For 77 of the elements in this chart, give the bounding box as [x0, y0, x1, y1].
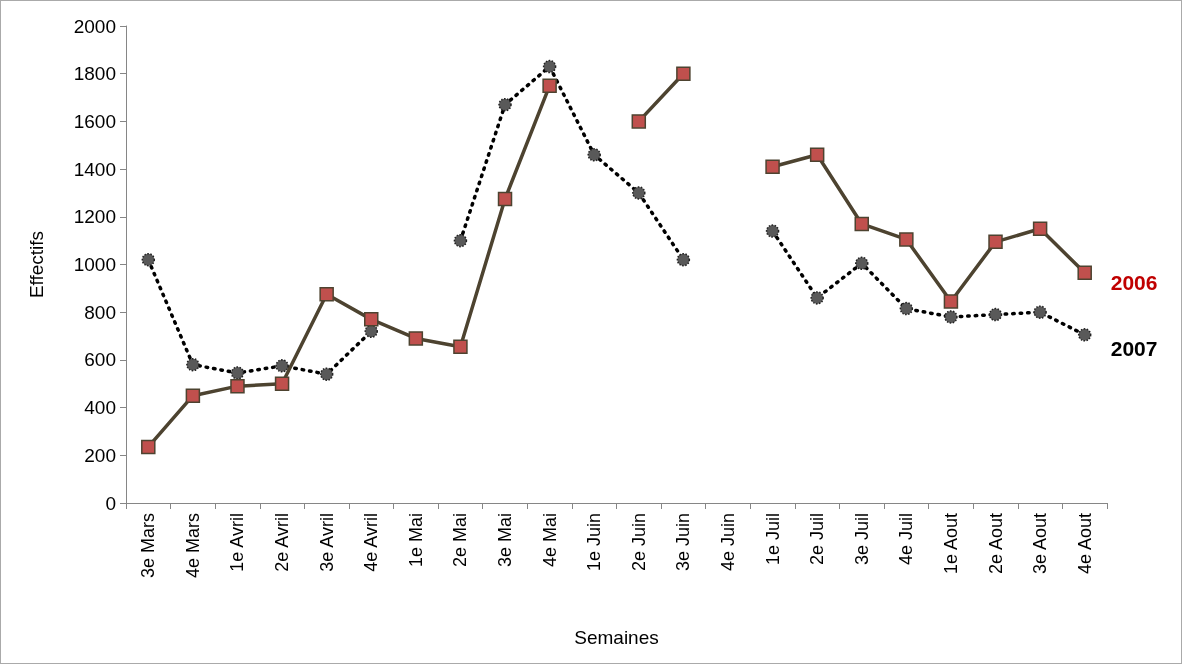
point	[1077, 328, 1092, 342]
y-tick-label: 1200	[73, 206, 116, 228]
point	[631, 114, 647, 129]
y-axis-title: Effectifs	[26, 230, 47, 299]
point	[274, 376, 290, 391]
y-tick-label: 1000	[73, 254, 116, 275]
x-tick-label: 2e Mai	[450, 513, 471, 568]
point	[899, 301, 914, 316]
y-tick-label: 1800	[73, 63, 116, 85]
point	[943, 294, 959, 309]
point	[542, 59, 557, 74]
point	[275, 359, 289, 373]
point	[453, 339, 468, 355]
point	[230, 366, 245, 380]
point	[765, 224, 780, 238]
point	[587, 148, 601, 162]
point	[185, 388, 201, 403]
x-tick-label: 4e Aout	[1074, 513, 1095, 575]
point	[676, 66, 691, 81]
y-tick-label: 800	[84, 301, 116, 323]
y-tick-label: 2000	[73, 15, 116, 37]
x-axis-title: Semaines	[574, 627, 659, 648]
x-tick-label: 2e Avril	[272, 513, 293, 572]
point	[319, 367, 334, 381]
x-tick-label: 3e Mai	[495, 513, 516, 568]
x-tick-label: 3e Juil	[851, 513, 872, 566]
y-tick-label: 1400	[73, 158, 116, 180]
x-tick-label: 1e Aout	[940, 513, 961, 575]
point	[944, 310, 958, 324]
point	[497, 191, 513, 207]
series-label: 2007	[1110, 337, 1158, 361]
x-tick-label: 1e Avril	[227, 513, 248, 572]
x-tick-label: 3e Avril	[316, 513, 337, 572]
x-tick-label: 2e Aout	[985, 513, 1006, 575]
point	[810, 291, 824, 305]
x-tick-label: 2e Juil	[807, 513, 828, 566]
point	[319, 287, 334, 302]
point	[676, 252, 691, 267]
point	[230, 378, 245, 394]
point	[809, 147, 825, 163]
x-tick-label: 4e Juil	[896, 513, 917, 566]
y-tick-label: 0	[105, 492, 116, 514]
point	[1032, 221, 1048, 236]
y-tick-label: 600	[84, 349, 116, 371]
point	[1077, 265, 1092, 281]
point	[141, 439, 156, 455]
x-tick-label: 3e Aout	[1030, 513, 1051, 575]
x-tick-label: 4e Avril	[361, 513, 382, 572]
point	[855, 256, 869, 271]
point	[988, 234, 1003, 250]
y-tick-label: 400	[84, 397, 116, 419]
point	[186, 357, 200, 372]
point	[453, 233, 468, 248]
point	[542, 78, 557, 93]
point	[765, 159, 780, 174]
x-tick-label: 3e Mars	[138, 513, 159, 579]
series-label: 2006	[1110, 271, 1158, 295]
point	[141, 252, 156, 267]
point	[988, 307, 1003, 322]
y-tick-label: 200	[84, 444, 116, 466]
point	[364, 324, 378, 339]
point	[408, 331, 424, 346]
x-tick-label: 4e Mars	[182, 513, 203, 579]
x-tick-label: 1e Mai	[405, 513, 426, 568]
point	[899, 232, 914, 247]
x-tick-label: 3e Juin	[673, 513, 694, 572]
point	[854, 216, 869, 232]
point	[632, 186, 646, 200]
x-tick-label: 4e Juin	[717, 513, 738, 572]
point	[364, 312, 379, 327]
x-tick-label: 1e Juin	[584, 513, 605, 572]
x-tick-label: 2e Juin	[628, 513, 649, 572]
y-tick-label: 1600	[73, 110, 116, 132]
point	[1033, 305, 1047, 319]
point	[498, 97, 512, 112]
x-tick-label: 4e Mai	[539, 513, 560, 568]
x-tick-label: 1e Juil	[762, 513, 783, 566]
